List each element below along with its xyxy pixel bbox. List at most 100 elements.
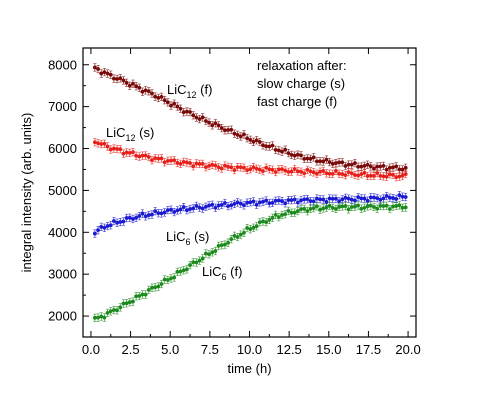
data-point [273,147,278,152]
data-point [349,162,354,167]
data-point [267,201,272,206]
data-point [210,162,215,167]
data-point [387,195,392,200]
data-point [178,161,183,166]
data-point [216,165,221,170]
data-point [99,142,104,146]
data-point [105,311,110,315]
data-point [365,198,370,203]
data-point [359,206,364,211]
data-point [324,200,329,204]
data-point [368,203,373,208]
data-point [188,161,192,166]
data-point [191,113,196,118]
data-point [251,165,256,170]
x-tick-label: 20.0 [395,342,420,357]
data-point [121,78,126,83]
data-point [330,196,335,201]
data-point [299,169,303,174]
data-point [273,213,278,217]
data-point [397,203,402,208]
data-point [394,175,399,180]
data-point [264,144,269,149]
data-point [387,207,392,211]
data-point [391,204,395,209]
data-point [102,315,107,320]
plot-frame [82,47,417,338]
data-point [118,220,123,224]
data-point [289,198,294,203]
data-point [165,100,170,105]
data-point [207,164,211,168]
data-point [289,210,294,215]
data-point [137,85,142,90]
data-point [140,153,145,158]
data-point [254,166,259,171]
data-point [127,83,132,88]
data-point [384,194,389,198]
data-point [112,219,116,223]
data-point [378,164,383,169]
data-point [178,106,183,111]
data-point [112,76,116,81]
data-point [248,167,253,172]
data-point [400,167,405,172]
data-point [292,153,297,158]
data-point [368,164,373,169]
data-point [372,174,376,178]
data-point [156,96,161,100]
data-point [165,158,170,163]
data-point [207,203,211,208]
data-point [242,165,246,170]
data-point [124,216,129,220]
data-point [150,212,154,217]
data-point [191,260,196,265]
data-point [286,209,291,213]
data-point [140,211,145,216]
data-point [321,159,326,164]
data-point [137,214,142,218]
data-point [305,209,310,214]
data-point [188,263,192,267]
series-label-3: LiC6 (f) [202,264,242,282]
y-tick-label: 2000 [48,309,77,324]
data-point [321,197,326,202]
data-point [318,207,322,212]
data-point [314,204,319,209]
data-point [270,215,275,220]
data-point [384,167,389,172]
data-point [169,158,173,163]
data-point [330,162,335,166]
data-point [99,71,104,76]
data-point [92,65,97,70]
data-point [318,159,322,164]
data-point [311,170,316,175]
data-point [200,115,205,120]
data-point [276,167,281,172]
data-point [283,168,288,173]
data-point [327,160,332,165]
data-point [172,101,177,106]
data-point [169,103,173,108]
data-point [184,267,189,272]
data-point [226,204,230,209]
series-labels: LiC12 (f) LiC12 (s) LiC6 (s) LiC6 (f) [106,82,242,282]
series-0 [92,63,408,174]
data-point [391,173,395,177]
data-point [276,215,281,220]
data-point [264,220,269,225]
data-point [219,126,224,130]
data-point [356,164,361,169]
data-point [165,208,170,212]
data-point [302,156,307,161]
data-point [96,67,100,71]
data-point [197,162,202,166]
data-point [362,170,367,175]
data-point [280,167,284,172]
data-point [353,198,357,203]
data-point [188,207,192,211]
data-point [276,148,281,153]
data-point [137,294,142,298]
data-point [229,165,234,170]
data-point [203,204,208,209]
